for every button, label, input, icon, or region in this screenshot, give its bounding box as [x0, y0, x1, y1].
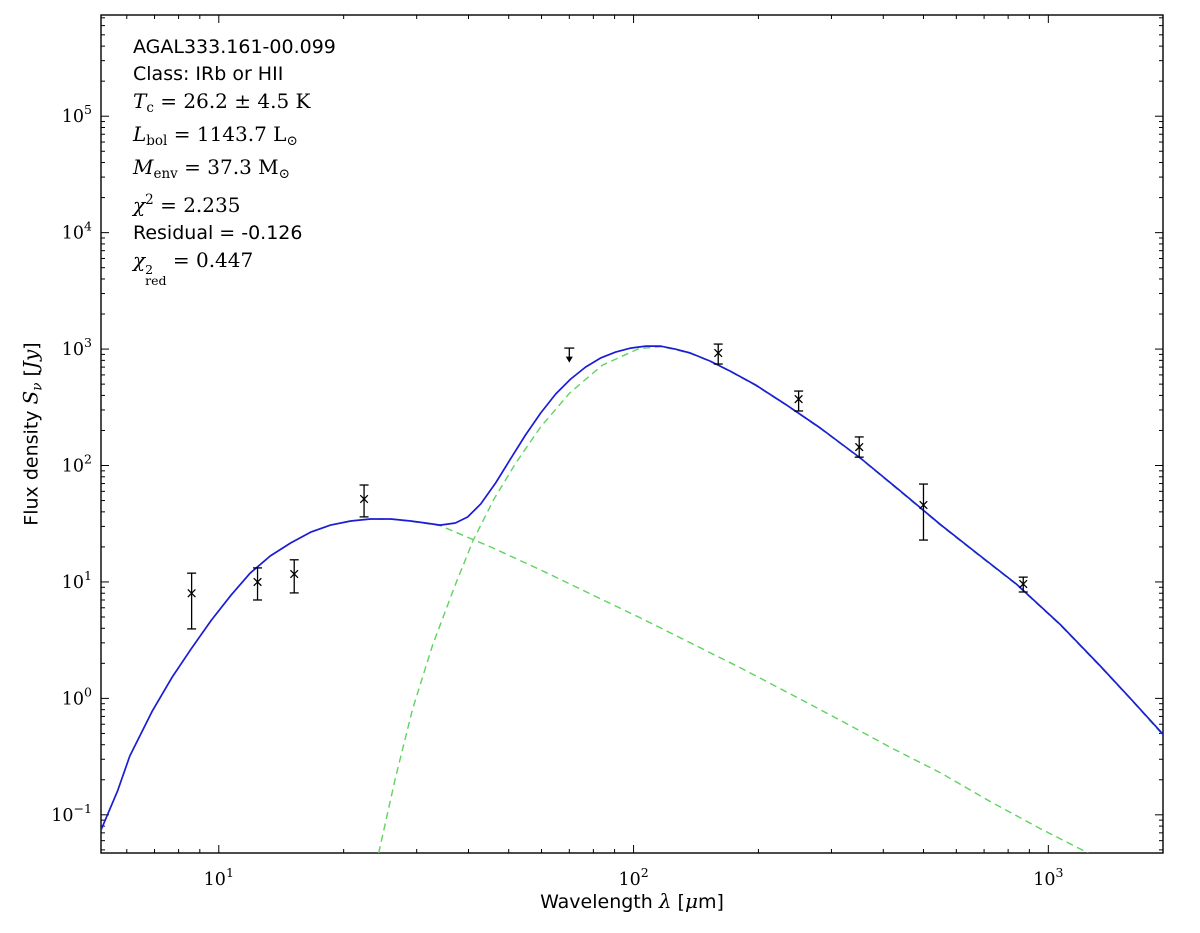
x-label-text: ]: [716, 891, 724, 913]
annotation-sup: 2: [145, 262, 154, 277]
photometry-point: [253, 567, 263, 601]
photometry-point: [794, 390, 804, 412]
plot-frame: [100, 14, 1164, 854]
photometry-point: [854, 436, 864, 458]
x-tick-label: 101: [204, 865, 234, 890]
photometry-point: [1018, 576, 1028, 593]
x-label-text: m: [697, 891, 717, 913]
annotation-supsub: 2 red: [145, 262, 167, 288]
y-tick-label: 105: [62, 102, 92, 127]
annotation-line-5: Menv = 37.3 M⊙: [133, 154, 336, 187]
annotation-sub: red: [145, 273, 167, 288]
annotation-text: Residual = -0.126: [133, 222, 303, 244]
y-tick-label: 104: [62, 219, 92, 244]
x-tick-label: 103: [1033, 865, 1063, 890]
annotation-text: env: [153, 166, 178, 182]
photometry-points: [187, 343, 1028, 630]
y-label-text: ν: [29, 382, 46, 391]
y-label-text: S: [18, 390, 43, 405]
total-model-curve: [101, 345, 1163, 831]
annotation-text: = 1143.7 L: [167, 122, 287, 146]
upper-limit-marker: [564, 347, 575, 363]
warm-component-model-curve: [101, 518, 1089, 853]
annotation-text: = 26.2 ± 4.5 K: [153, 89, 311, 113]
annotation-text: M: [133, 155, 154, 179]
annotation-text: = 2.235: [153, 193, 241, 217]
y-tick-label: 103: [62, 335, 92, 360]
annotation-text: L: [133, 122, 147, 146]
y-tick-label: 101: [62, 568, 92, 593]
cold-component-model-curve: [378, 346, 1163, 853]
axis-ticks: [101, 15, 1163, 853]
x-axis-label: Wavelength λ [μm]: [101, 889, 1163, 913]
annotation-line-4: Lbol = 1143.7 L⊙: [133, 121, 336, 154]
photometry-point: [713, 343, 723, 365]
photometry-point: [359, 484, 369, 518]
x-tick-label: 102: [618, 865, 648, 890]
annotation-text: 2: [145, 192, 154, 208]
annotation-text: Class: IRb or HII: [133, 63, 284, 85]
annotation-text: bol: [146, 133, 168, 149]
annotation-text: ⊙: [286, 133, 298, 149]
y-tick-label: 10−1: [51, 801, 92, 826]
annotation-text: AGAL333.161-00.099: [133, 36, 336, 58]
y-tick-label: 100: [62, 684, 92, 709]
photometry-point: [187, 572, 197, 630]
annotation-text: χ: [133, 248, 146, 272]
annotation-text: c: [146, 100, 154, 116]
annotation-text: χ: [133, 193, 146, 217]
annotation-text: = 37.3 M: [177, 155, 279, 179]
annotation-line-1: AGAL333.161-00.099: [133, 34, 336, 61]
annotation-line-6: χ2 = 2.235: [133, 187, 336, 220]
annotation-text: ⊙: [278, 166, 290, 182]
photometry-point: [289, 559, 299, 594]
annotation-text: T: [133, 89, 147, 113]
x-label-text: μ: [684, 889, 698, 913]
y-axis-label: Flux density Sν [Jy]: [19, 342, 46, 525]
annotation-text: = 0.447: [166, 248, 254, 272]
annotation-line-3: Tc = 26.2 ± 4.5 K: [133, 88, 336, 121]
y-tick-label: 102: [62, 452, 92, 477]
photometry-point: [918, 483, 928, 541]
annotation-line-2: Class: IRb or HII: [133, 61, 336, 88]
tick-labels: 101 102 103 10−1 100 101 102 103 104 105: [51, 102, 1063, 890]
annotation-line-7: Residual = -0.126: [133, 220, 336, 247]
annotation-line-8: χ 2 red = 0.447: [133, 247, 336, 288]
x-label-text: Wavelength: [540, 891, 659, 913]
x-label-text: [: [671, 891, 685, 913]
y-label-text: [: [20, 369, 43, 383]
y-label-text: ]: [20, 342, 43, 350]
y-label-text: Flux density: [20, 404, 43, 526]
y-label-text: Jy: [18, 349, 43, 370]
annotation-block: AGAL333.161-00.099 Class: IRb or HII Tc = …: [133, 34, 336, 288]
x-label-text: λ: [658, 889, 672, 913]
